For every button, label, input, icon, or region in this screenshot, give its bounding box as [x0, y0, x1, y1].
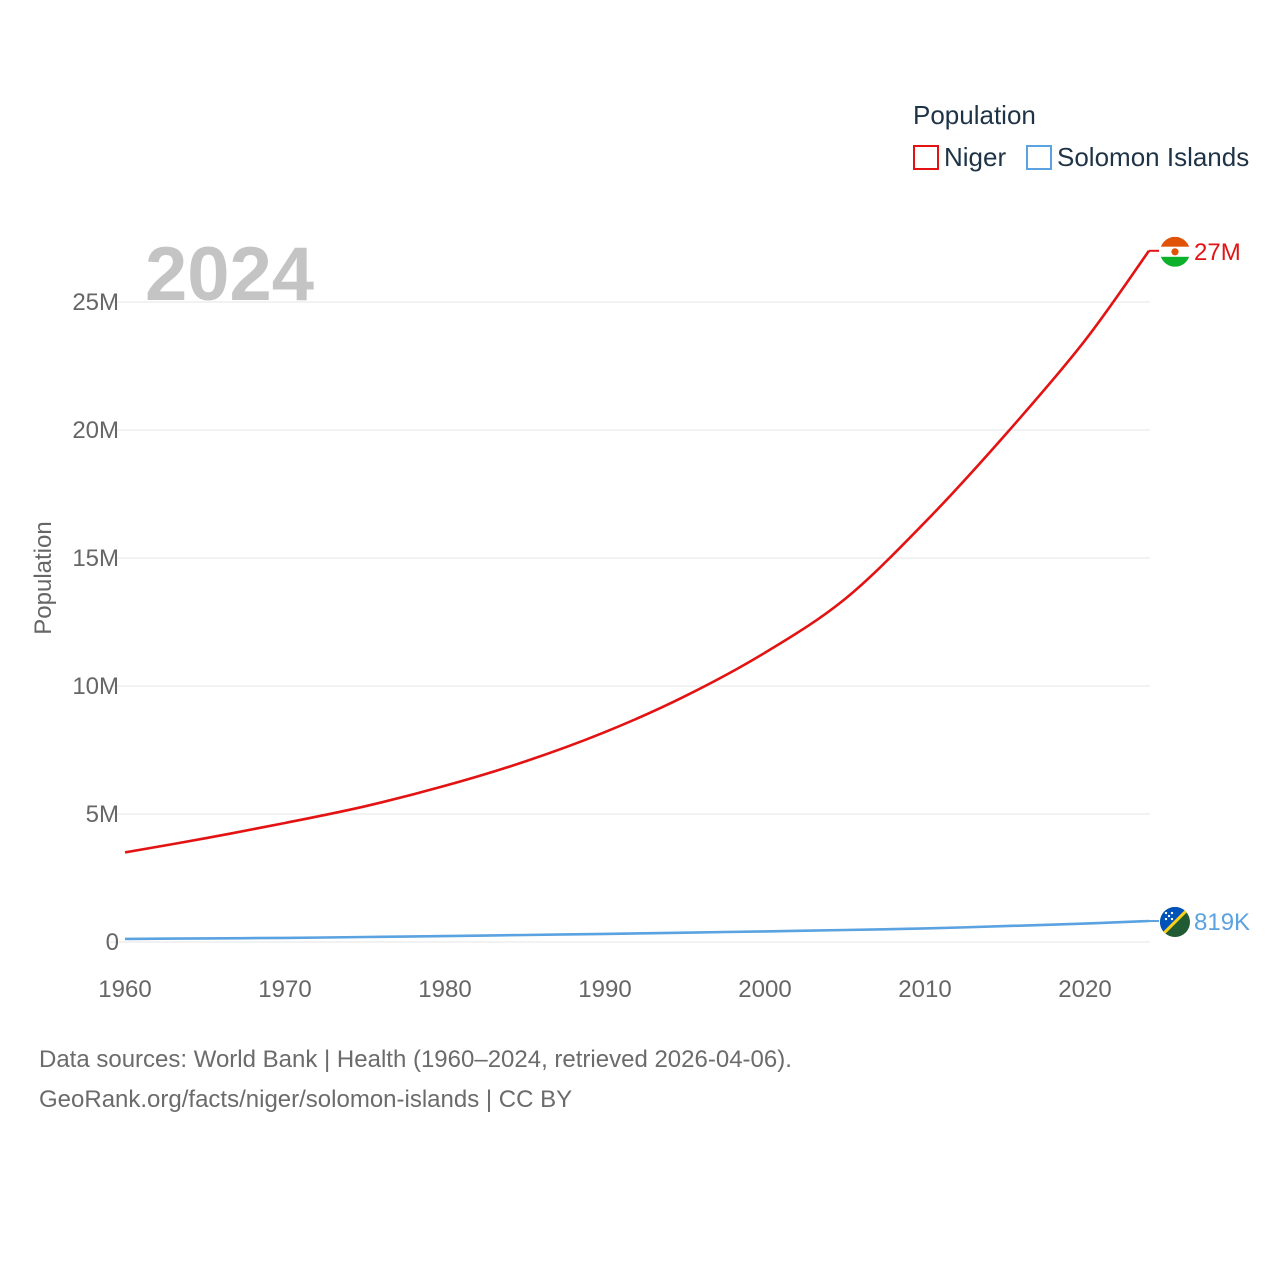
y-tick-label: 10M — [72, 673, 119, 700]
y-tick-label: 5M — [86, 801, 119, 828]
end-label-solomon-islands: 819K — [1194, 909, 1250, 936]
niger-flag-icon — [1160, 236, 1190, 267]
y-axis-title: Population — [30, 521, 57, 634]
y-tick-label: 25M — [72, 289, 119, 316]
footer-credit: GeoRank.org/facts/niger/solomon-islands … — [39, 1086, 573, 1113]
legend-label-solomon-islands: Solomon Islands — [1057, 142, 1249, 172]
end-label-niger: 27M — [1194, 239, 1241, 266]
legend-title: Population — [913, 100, 1036, 130]
year-label: 2024 — [145, 232, 314, 317]
legend-swatch-niger — [913, 145, 939, 170]
x-tick-label: 1980 — [418, 976, 471, 1003]
x-tick-label: 2020 — [1058, 976, 1111, 1003]
y-tick-label: 15M — [72, 545, 119, 572]
legend-swatch-solomon-islands — [1026, 145, 1052, 170]
series-lines — [124, 249, 1159, 941]
x-axis-ticks: 1960 1970 1980 1990 2000 2010 2020 — [98, 976, 1111, 1003]
x-tick-label: 1970 — [258, 976, 311, 1003]
legend-item-solomon-islands[interactable]: Solomon Islands — [1026, 142, 1249, 172]
y-tick-label: 20M — [72, 417, 119, 444]
legend-item-niger[interactable]: Niger — [913, 142, 1006, 172]
y-axis-ticks: 0 5M 10M 15M 20M 25M — [72, 289, 119, 956]
series-line-niger[interactable] — [124, 250, 1151, 854]
x-tick-label: 1960 — [98, 976, 151, 1003]
end-labels: 27M 819K — [1194, 239, 1250, 936]
grid-lines — [110, 301, 1150, 943]
solomon-islands-flag-icon — [1160, 907, 1190, 938]
x-tick-label: 2000 — [738, 976, 791, 1003]
x-tick-label: 1990 — [578, 976, 631, 1003]
legend-label-niger: Niger — [944, 142, 1006, 172]
x-tick-label: 2010 — [898, 976, 951, 1003]
footer-sources: Data sources: World Bank | Health (1960–… — [39, 1046, 792, 1073]
legend: Population Niger Solomon Islands — [913, 100, 1249, 172]
series-line-solomon-islands[interactable] — [124, 919, 1150, 941]
y-tick-label: 0 — [106, 929, 119, 956]
